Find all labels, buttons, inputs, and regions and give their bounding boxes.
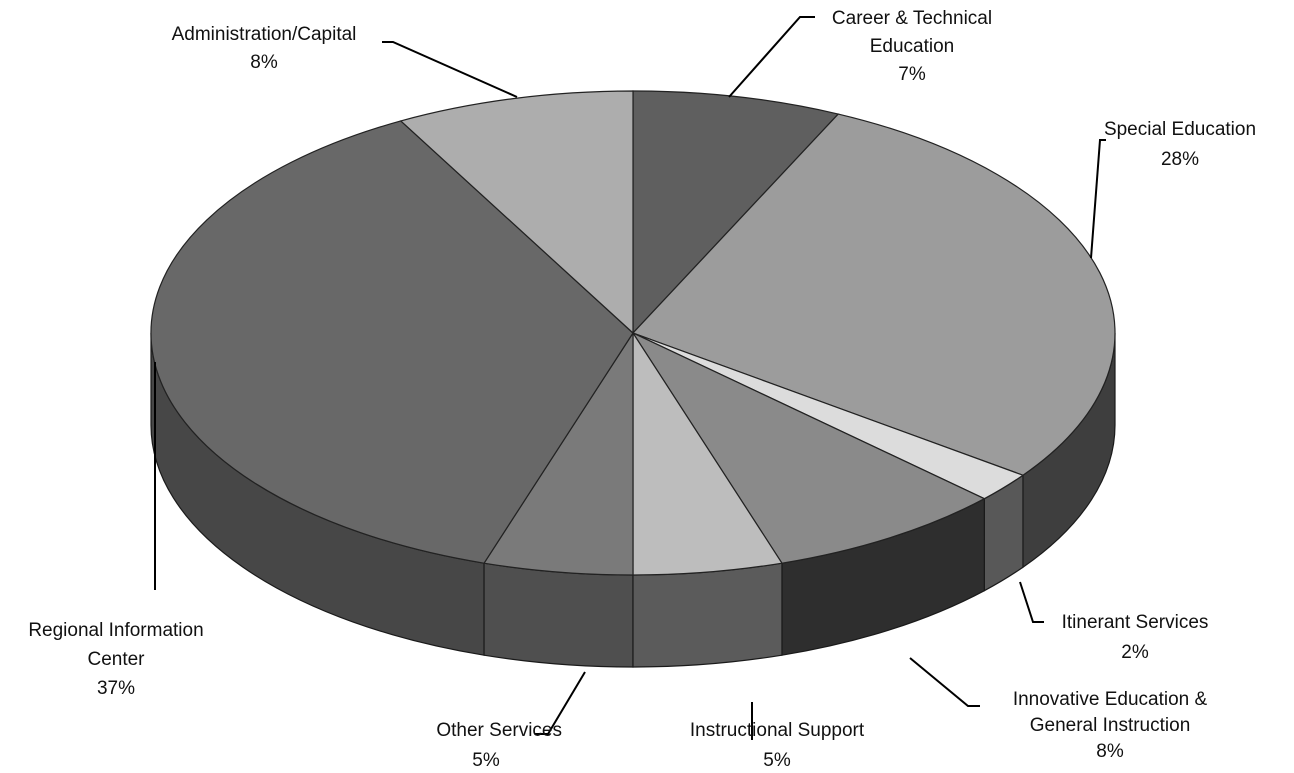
slice-name-label: Administration/Capital — [172, 24, 357, 45]
slice-percent-label: 5% — [472, 750, 500, 771]
slice-name-label: Itinerant Services — [1062, 612, 1209, 633]
slice-name-label: Instructional Support — [690, 720, 865, 741]
slice-percent-label: 5% — [763, 750, 791, 771]
pie-slice — [631, 113, 1116, 476]
pie-slice — [150, 120, 634, 564]
label-leader-line — [382, 41, 518, 98]
slice-name-label: Special Education — [1104, 119, 1256, 140]
slice-name-label: Innovative Education & — [1013, 689, 1208, 710]
slice-name-label: Center — [87, 649, 145, 670]
pie-side-walls — [150, 332, 1116, 668]
pie-slice — [631, 331, 986, 564]
slice-percent-label: 7% — [898, 64, 926, 85]
pie-slice — [632, 90, 840, 335]
slice-percent-label: 28% — [1161, 149, 1199, 170]
slice-percent-label: 8% — [1096, 741, 1124, 762]
slice-percent-label: 8% — [250, 52, 278, 73]
pie-slices — [150, 90, 1116, 576]
pie-labels: Career & Technical Education 7% Special Edu… — [28, 8, 1256, 771]
slice-name-label: Regional Information — [28, 620, 203, 641]
slice-percent-label: 37% — [97, 678, 135, 699]
label-leader-line — [535, 671, 586, 735]
pie-slice-side — [632, 562, 783, 668]
slice-name-label: General Instruction — [1030, 715, 1191, 736]
slice-name-label: Education — [870, 36, 955, 57]
slice-name-label: Career & Technical — [832, 8, 992, 29]
pie-slice-side — [483, 562, 634, 668]
pie-slice — [632, 330, 783, 576]
label-leader-line — [1090, 139, 1106, 259]
pie-slice — [399, 90, 634, 335]
label-leader-line — [1019, 581, 1044, 623]
label-leader-line — [909, 657, 980, 707]
slice-name-label: Other Services — [436, 720, 562, 741]
pie-slice — [483, 330, 634, 576]
slice-percent-label: 2% — [1121, 642, 1149, 663]
label-leader-line — [728, 16, 815, 98]
